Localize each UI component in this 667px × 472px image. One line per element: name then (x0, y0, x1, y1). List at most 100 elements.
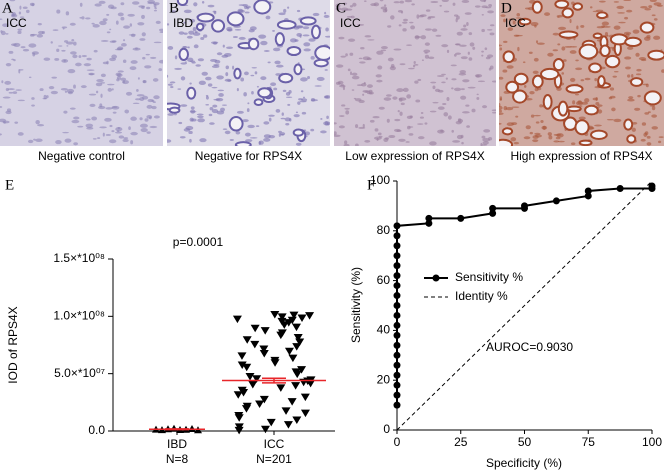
x-tick-label: 100 (642, 435, 662, 449)
cell (280, 117, 286, 120)
gland (226, 11, 245, 27)
cell (536, 42, 545, 45)
cell (334, 134, 341, 137)
tissue-label: ICC (505, 16, 526, 30)
cell (408, 67, 415, 70)
cell (503, 18, 506, 23)
gland (531, 74, 544, 89)
cell (174, 67, 182, 70)
cell (389, 66, 396, 71)
cell (246, 108, 250, 113)
cell (130, 140, 134, 145)
cell (302, 26, 310, 30)
cell (400, 102, 405, 106)
cell (499, 47, 503, 51)
cell (324, 11, 327, 15)
cell (43, 57, 51, 61)
cell (451, 78, 457, 81)
gland (624, 36, 642, 48)
cell (180, 104, 188, 107)
cell (244, 5, 248, 10)
y-axis-title: IOD of RPS4X (6, 306, 20, 383)
cell (31, 104, 35, 107)
cell (320, 130, 327, 134)
data-point (393, 302, 401, 309)
cell (352, 2, 357, 7)
cell (226, 46, 234, 50)
cell (460, 95, 467, 100)
cell (394, 118, 401, 122)
cell (468, 32, 473, 36)
cell (73, 116, 80, 120)
cell (642, 83, 648, 86)
data-point (393, 272, 401, 280)
data-point (288, 354, 298, 363)
cell (641, 122, 647, 126)
cell (499, 109, 502, 113)
cell (390, 15, 395, 20)
cell (625, 66, 631, 70)
cell (150, 56, 157, 59)
data-point (277, 317, 287, 326)
panel-letter: C (336, 0, 346, 16)
cell (624, 16, 629, 20)
cell (282, 89, 287, 92)
cell (399, 0, 404, 4)
cell (115, 72, 122, 77)
data-point (237, 361, 247, 369)
cell (177, 88, 182, 90)
cell (154, 7, 157, 10)
gland (540, 67, 560, 81)
cell (275, 108, 281, 113)
data-point (237, 352, 247, 360)
cell (646, 142, 652, 146)
cell (106, 31, 111, 34)
cell (256, 85, 259, 88)
y-tick-label: 0 (383, 422, 390, 436)
cell (458, 72, 467, 76)
cell (117, 12, 124, 17)
cell (454, 43, 461, 46)
tissue-label: ICC (6, 16, 27, 30)
data-point (248, 380, 258, 389)
data-point (393, 371, 401, 379)
cell (578, 116, 586, 120)
cell (218, 93, 224, 97)
cell (359, 61, 366, 64)
cell (17, 28, 23, 31)
cell (100, 40, 109, 42)
cell (283, 8, 287, 13)
cell (402, 21, 408, 24)
gland (574, 119, 590, 136)
cell (471, 108, 476, 113)
cell (485, 56, 491, 60)
cell (347, 68, 351, 72)
cell (488, 137, 493, 141)
cell (100, 93, 103, 98)
cell (209, 122, 215, 125)
cell (167, 83, 173, 86)
caption: Negative control (38, 149, 125, 163)
cell (592, 10, 600, 13)
cell (552, 32, 560, 36)
cell (483, 129, 491, 133)
cell (124, 109, 130, 114)
data-point (242, 336, 252, 344)
cell (640, 138, 646, 142)
cell (60, 87, 68, 91)
cell (484, 47, 488, 51)
cell (66, 41, 74, 45)
gland (195, 22, 205, 32)
cell (435, 34, 442, 37)
cell (145, 53, 150, 56)
cell (99, 20, 107, 26)
gland (178, 47, 189, 62)
cell (29, 33, 35, 37)
cell (170, 10, 177, 13)
gland (592, 32, 603, 40)
cell (222, 128, 228, 130)
cell (338, 36, 345, 40)
cell (132, 102, 140, 105)
cell (403, 18, 408, 22)
cell (372, 116, 380, 119)
